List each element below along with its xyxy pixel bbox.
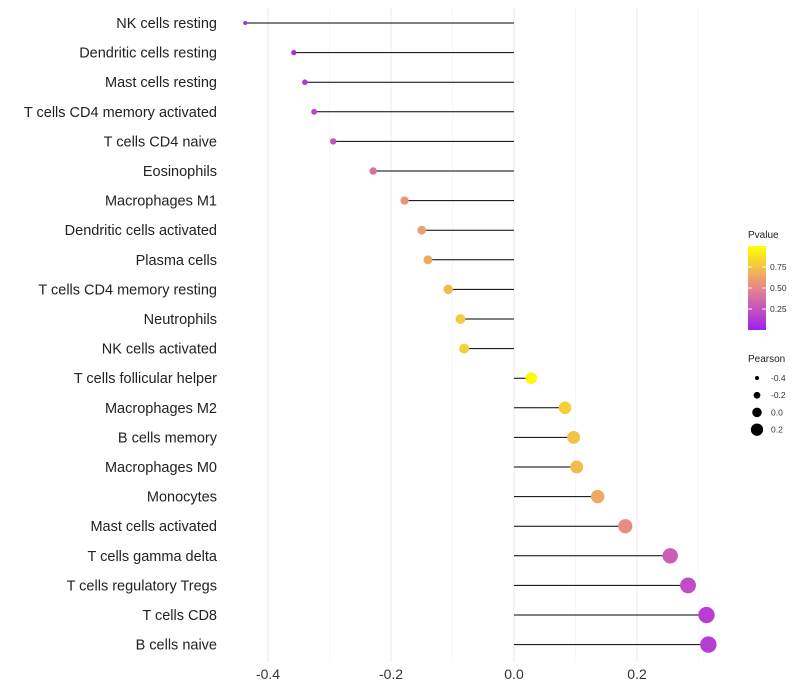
size-legend-label: -0.4 — [771, 373, 786, 383]
category-label: T cells CD4 memory activated — [24, 105, 217, 121]
point — [311, 108, 318, 115]
point — [443, 284, 453, 295]
point — [369, 167, 377, 175]
category-label: Dendritic cells activated — [65, 223, 217, 239]
category-label: T cells regulatory Tregs — [67, 578, 217, 594]
size-legend-dot — [752, 407, 762, 418]
category-label: Mast cells resting — [105, 75, 217, 91]
pvalue-legend-title: Pvalue — [748, 230, 779, 241]
point — [700, 636, 717, 653]
point — [291, 49, 297, 56]
category-label: Monocytes — [147, 490, 217, 506]
points — [243, 20, 717, 653]
size-legend-label: -0.2 — [771, 390, 786, 400]
category-label: Macrophages M1 — [105, 194, 217, 210]
category-labels: NK cells resting Dendritic cells resting M… — [24, 16, 218, 654]
category-label: NK cells activated — [102, 342, 217, 358]
category-label: Macrophages M2 — [105, 401, 217, 417]
category-label: B cells memory — [118, 430, 218, 446]
category-label: B cells naive — [136, 638, 217, 654]
category-label: T cells CD4 memory resting — [38, 282, 217, 298]
point — [680, 577, 696, 594]
grid-lines — [267, 8, 699, 662]
category-label: Eosinophils — [143, 164, 217, 180]
point — [329, 138, 337, 145]
point — [400, 196, 409, 205]
x-tick-label: -0.4 — [256, 666, 280, 682]
size-legend-dot — [755, 376, 759, 380]
category-label: T cells gamma delta — [88, 549, 218, 565]
point — [570, 460, 584, 474]
category-label: T cells CD8 — [142, 608, 217, 624]
category-label: Plasma cells — [136, 253, 217, 269]
x-tick-label: 0.0 — [504, 666, 524, 682]
point — [698, 606, 715, 624]
category-label: T cells follicular helper — [74, 371, 217, 387]
point — [423, 255, 433, 265]
pvalue-colorbar — [748, 246, 766, 330]
point — [302, 79, 308, 86]
colorbar-tick-label: 0.50 — [770, 283, 787, 293]
point — [590, 489, 605, 504]
point — [455, 314, 466, 324]
point — [417, 225, 427, 235]
category-label: Macrophages M0 — [105, 460, 217, 476]
size-legend-label: 0.2 — [771, 425, 783, 435]
category-label: Dendritic cells resting — [79, 46, 217, 62]
colorbar-tick-label: 0.25 — [770, 304, 787, 314]
point — [567, 430, 581, 444]
legend: Pvalue 0.75 0.50 0.25 Pearson -0.4 -0.2 0.0 0… — [748, 230, 787, 436]
x-tick-label: 0.2 — [627, 666, 647, 682]
point — [243, 20, 248, 26]
x-tick-label: -0.2 — [379, 666, 403, 682]
category-label: NK cells resting — [116, 16, 217, 32]
size-legend-label: 0.0 — [771, 407, 783, 417]
x-axis-ticks: -0.4 -0.2 0.0 0.2 — [256, 666, 647, 682]
category-label: Mast cells activated — [90, 519, 217, 535]
pearson-legend-title: Pearson — [748, 354, 785, 365]
size-legend-dot — [753, 391, 761, 399]
point — [525, 372, 538, 385]
point — [459, 343, 470, 354]
category-label: T cells CD4 naive — [104, 134, 217, 150]
size-legend-dot — [750, 423, 764, 436]
stems — [245, 22, 709, 646]
point — [558, 401, 572, 415]
point — [618, 519, 633, 534]
point — [662, 548, 678, 564]
colorbar-tick-label: 0.75 — [770, 262, 787, 272]
category-label: Neutrophils — [144, 312, 217, 328]
